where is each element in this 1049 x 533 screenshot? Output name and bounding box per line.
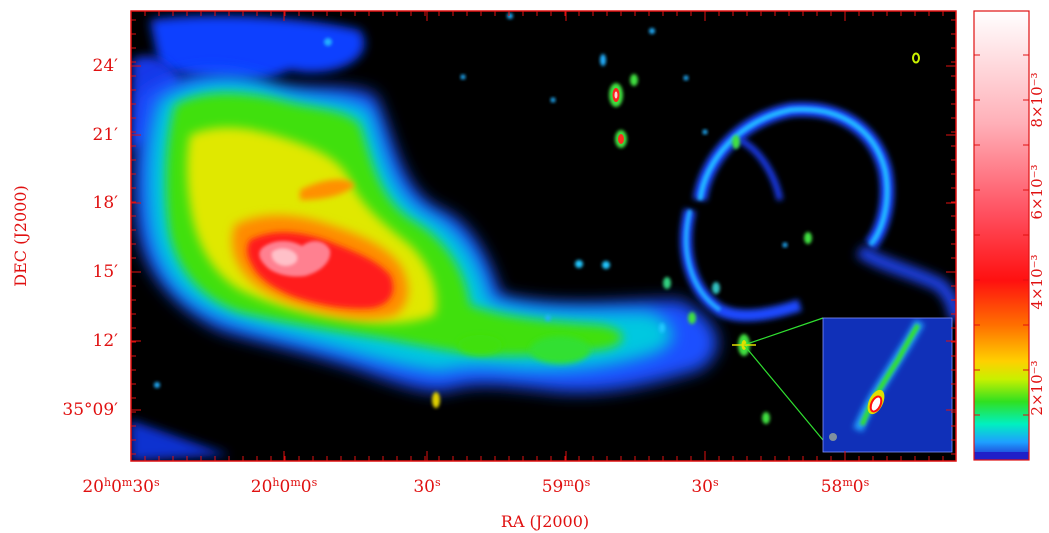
shell-ring-emission [680,102,956,322]
axis-ticks [130,11,956,461]
y-axis-title: DEC (J2000) [11,185,30,286]
zoom-connector-lines [732,317,824,441]
x-tick-label: 20h0m30s [82,476,160,497]
y-tick-label: 15′ [93,262,119,282]
colorbar: 2×10⁻³ 4×10⁻³ 6×10⁻³ 8×10⁻³ [973,10,1046,461]
colorbar-label: 8×10⁻³ [1028,72,1046,127]
colorbar-label: 2×10⁻³ [1028,360,1046,415]
x-tick-label: 20h0m0s [251,476,318,497]
x-tick-label: 59m0s [542,476,591,497]
y-tick-label: 18′ [93,193,119,213]
x-tick-labels: 20h0m30s 20h0m0s 30s 59m0s 30s 58m0s [82,476,869,497]
y-tick-label: 12′ [93,331,119,351]
y-tick-label: 35°09′ [62,400,118,420]
x-tick-label: 58m0s [821,476,870,497]
colorbar-label: 6×10⁻³ [1028,164,1046,219]
x-tick-label: 30s [413,476,441,497]
zoom-inset [822,317,953,453]
colorbar-gradient [974,11,1029,460]
y-tick-label: 24′ [93,56,119,76]
image-axes-frame [130,10,957,462]
nebula-emission [131,15,718,461]
y-tick-labels: 24′ 21′ 18′ 15′ 12′ 35°09′ [62,56,118,420]
x-tick-label: 30s [691,476,719,497]
beam-ellipse [912,52,920,64]
y-tick-label: 21′ [93,125,119,145]
point-sources [154,13,920,424]
x-axis-title: RA (J2000) [501,512,589,531]
sky-image-panel [131,11,956,461]
colorbar-label: 4×10⁻³ [1028,254,1046,309]
